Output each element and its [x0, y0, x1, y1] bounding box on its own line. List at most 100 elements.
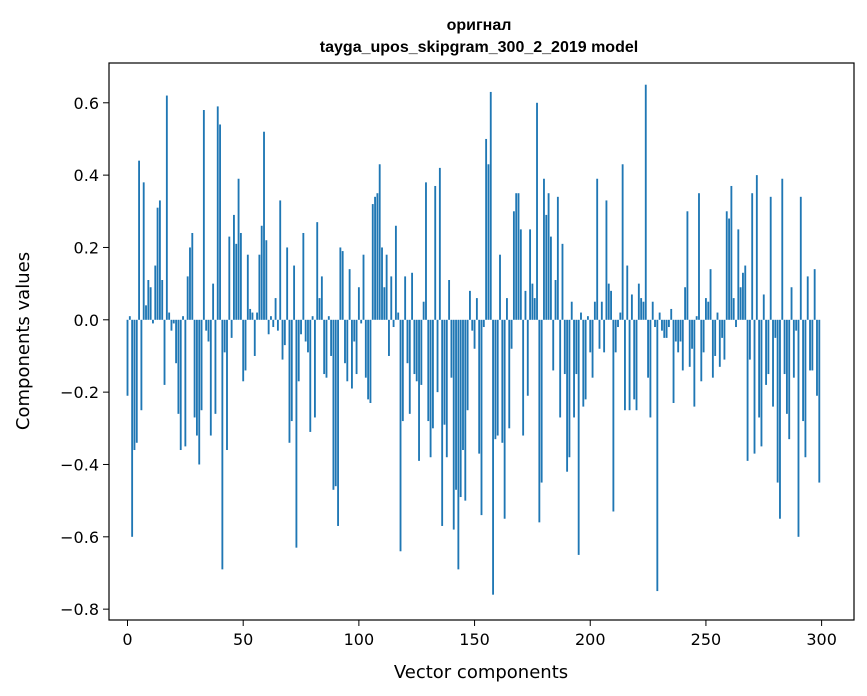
- bar-162: [501, 319, 504, 443]
- bar-112: [385, 254, 388, 320]
- bar-196: [580, 312, 582, 320]
- bar-298: [816, 319, 818, 396]
- bar-139: [448, 280, 451, 320]
- bar-185: [554, 280, 557, 320]
- bar-249: [702, 319, 705, 353]
- bar-131: [429, 319, 432, 458]
- bar-209: [610, 290, 612, 320]
- bar-274: [760, 319, 763, 447]
- bar-272: [755, 175, 758, 320]
- bar-9: [147, 280, 150, 320]
- bar-2: [131, 319, 134, 537]
- bar-233: [665, 319, 668, 338]
- bar-55: [253, 319, 256, 356]
- bar-130: [427, 319, 430, 422]
- y-axis-title: Components values: [13, 252, 34, 430]
- bar-37: [212, 283, 215, 320]
- bar-11: [152, 319, 154, 324]
- bar-296: [811, 319, 814, 371]
- bar-231: [661, 319, 663, 331]
- bar-83: [318, 298, 321, 320]
- bar-72: [293, 265, 296, 320]
- bar-230: [658, 312, 661, 320]
- bar-243: [688, 319, 691, 367]
- bar-25: [184, 319, 187, 447]
- bar-201: [591, 319, 594, 378]
- bar-157: [489, 91, 492, 320]
- bar-240: [681, 319, 684, 371]
- bar-136: [441, 319, 444, 526]
- bar-57: [258, 254, 261, 320]
- bar-297: [813, 269, 816, 320]
- bar-104: [367, 319, 370, 400]
- bar-294: [806, 276, 809, 320]
- bar-273: [758, 319, 761, 418]
- bar-147: [466, 319, 469, 411]
- bar-113: [388, 319, 390, 356]
- bar-109: [378, 164, 381, 320]
- bar-118: [399, 319, 402, 552]
- bar-245: [693, 319, 696, 407]
- bar-284: [783, 319, 786, 375]
- bar-88: [330, 319, 333, 356]
- x-tick-label-50: 50: [233, 630, 253, 649]
- bar-200: [589, 319, 592, 353]
- bar-170: [519, 229, 522, 320]
- bar-228: [654, 319, 656, 328]
- bar-160: [496, 319, 499, 436]
- bar-116: [394, 225, 397, 320]
- bar-220: [635, 319, 638, 411]
- bar-63: [272, 319, 275, 328]
- bar-226: [649, 319, 652, 418]
- bar-286: [788, 319, 791, 440]
- bar-271: [753, 319, 756, 454]
- bar-21: [175, 319, 178, 364]
- bar-20: [172, 319, 175, 324]
- bar-299: [818, 319, 821, 483]
- bar-172: [524, 290, 527, 320]
- bar-211: [614, 319, 617, 353]
- bar-3: [133, 319, 136, 451]
- bar-214: [621, 164, 624, 320]
- bar-263: [735, 319, 737, 328]
- bar-73: [295, 319, 298, 548]
- bar-189: [563, 319, 566, 375]
- bar-144: [459, 319, 462, 498]
- bar-120: [404, 276, 407, 320]
- bar-268: [746, 319, 749, 461]
- bar-45: [230, 319, 233, 338]
- y-tick-label-5: 0.2: [74, 238, 99, 257]
- bar-106: [371, 204, 374, 320]
- bar-152: [478, 319, 481, 454]
- bar-276: [765, 319, 768, 385]
- bar-164: [506, 298, 508, 320]
- bar-202: [593, 301, 596, 320]
- bar-6: [140, 319, 143, 411]
- bar-182: [547, 193, 550, 320]
- bar-107: [374, 196, 376, 320]
- bar-252: [709, 269, 712, 320]
- bar-114: [390, 276, 393, 320]
- bar-241: [684, 287, 687, 320]
- bar-163: [503, 319, 506, 519]
- bar-12: [154, 265, 157, 320]
- bar-78: [307, 319, 309, 353]
- bar-79: [309, 319, 312, 432]
- bar-38: [214, 319, 217, 414]
- y-tick-label-0: −0.8: [60, 600, 99, 619]
- bar-199: [587, 316, 589, 320]
- x-tick-label-200: 200: [575, 630, 606, 649]
- bar-80: [311, 316, 314, 320]
- bar-206: [603, 319, 606, 353]
- bar-167: [512, 211, 515, 320]
- bar-33: [202, 110, 205, 320]
- bar-224: [644, 84, 647, 320]
- bar-236: [672, 319, 675, 403]
- bar-165: [508, 319, 511, 429]
- bar-295: [809, 319, 811, 371]
- bar-153: [480, 319, 483, 516]
- bar-244: [691, 319, 693, 349]
- bar-174: [529, 229, 532, 320]
- bar-51: [244, 319, 247, 371]
